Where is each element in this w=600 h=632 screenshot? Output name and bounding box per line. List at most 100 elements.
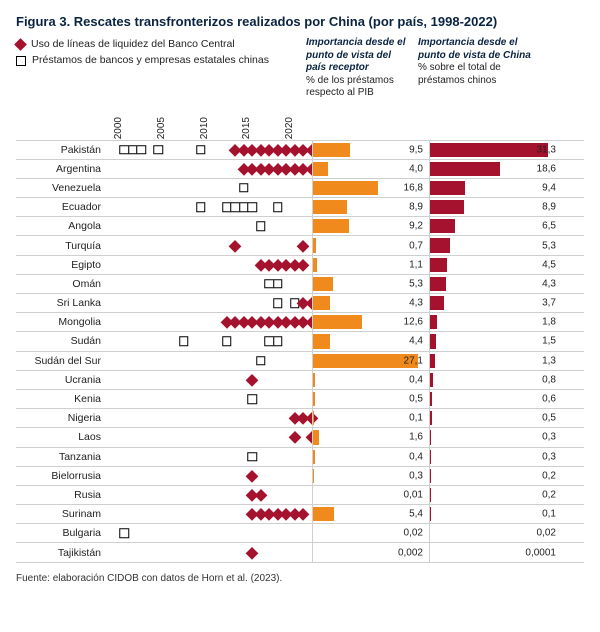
china-bar (430, 238, 450, 252)
country-label: Tanzania (16, 448, 107, 466)
year-label: 2010 (199, 117, 210, 139)
china-bar-cell: 1,8 (429, 313, 562, 331)
china-bar-cell: 5,3 (429, 236, 562, 254)
china-value: 4,5 (542, 259, 556, 270)
recipient-bar-cell: 4,4 (312, 332, 429, 350)
china-value: 31,3 (537, 144, 556, 155)
recipient-bar-cell: 27,1 (312, 352, 429, 370)
china-value: 1,3 (542, 355, 556, 366)
china-value: 1,8 (542, 317, 556, 328)
china-bar-cell: 0,02 (429, 524, 562, 542)
china-bar (430, 411, 432, 425)
marker-track (107, 217, 312, 235)
recipient-bar (313, 238, 316, 252)
square-icon (273, 337, 283, 347)
china-value: 0,1 (542, 509, 556, 520)
country-label: Sudán (16, 332, 107, 350)
recipient-bar (313, 162, 328, 176)
china-value: 0,2 (542, 489, 556, 500)
china-bar-cell: 0,3 (429, 428, 562, 446)
china-bar (430, 143, 548, 157)
recipient-value: 0,3 (409, 470, 423, 481)
legend-square-label: Préstamos de bancos y empresas estatales… (32, 53, 269, 69)
recipient-value: 1,6 (409, 432, 423, 443)
china-bar-cell: 4,3 (429, 275, 562, 293)
recipient-value: 5,3 (409, 278, 423, 289)
square-icon (247, 202, 257, 212)
marker-track (107, 332, 312, 350)
marker-track (107, 486, 312, 504)
year-label: 2020 (284, 117, 295, 139)
square-icon (179, 337, 189, 347)
recipient-value: 4,4 (409, 336, 423, 347)
country-label: Nigeria (16, 409, 107, 427)
marker-track (107, 409, 312, 427)
recipient-bar-cell: 0,01 (312, 486, 429, 504)
table-row: Sri Lanka4,33,7 (16, 293, 584, 312)
diamond-icon (299, 241, 308, 250)
table-row: Bielorrusia0,30,2 (16, 466, 584, 485)
recipient-bar (313, 200, 347, 214)
china-bar-cell: 31,3 (429, 141, 562, 159)
source-note: Fuente: elaboración CIDOB con datos de H… (16, 573, 584, 584)
recipient-bar-cell: 0,1 (312, 409, 429, 427)
table-row: Pakistán9,531,3 (16, 140, 584, 159)
china-bar (430, 354, 435, 368)
table-row: Kenia0,50,6 (16, 389, 584, 408)
table-row: Surinam5,40,1 (16, 504, 584, 523)
recipient-bar-cell: 0,3 (312, 467, 429, 485)
china-bar (430, 277, 446, 291)
figure-title: Figura 3. Rescates transfronterizos real… (16, 14, 584, 29)
marker-track (107, 294, 312, 312)
recipient-bar-cell: 0,002 (312, 543, 429, 561)
legend: Uso de líneas de liquidez del Banco Cent… (16, 37, 306, 69)
country-label: Rusia (16, 486, 107, 504)
china-bar (430, 200, 464, 214)
recipient-value: 0,5 (409, 394, 423, 405)
table-row: Venezuela16,89,4 (16, 178, 584, 197)
col2-title: Importancia desde el punto de vista de C… (418, 37, 540, 62)
table-row: Argentina4,018,6 (16, 159, 584, 178)
country-label: Bielorrusia (16, 467, 107, 485)
marker-track (107, 141, 312, 159)
data-rows: Pakistán9,531,3Argentina4,018,6Venezuela… (16, 140, 584, 563)
china-bar-cell: 0,5 (429, 409, 562, 427)
diamond-icon (248, 376, 257, 385)
recipient-value: 0,1 (409, 413, 423, 424)
recipient-bar (313, 469, 314, 483)
china-bar (430, 219, 455, 233)
china-bar-cell: 6,5 (429, 217, 562, 235)
diamond-icon (248, 472, 257, 481)
recipient-value: 0,002 (398, 547, 423, 558)
table-row: Ucrania0,40,8 (16, 370, 584, 389)
recipient-bar (313, 277, 333, 291)
col2-header: Importancia desde el punto de vista de C… (418, 37, 540, 100)
col1-sub: % de los préstamos respecto al PIB (306, 75, 412, 100)
marker-track (107, 160, 312, 178)
recipient-value: 9,2 (409, 221, 423, 232)
recipient-value: 27,1 (404, 355, 423, 366)
square-icon (273, 202, 283, 212)
column-headers: Importancia desde el punto de vista del … (306, 37, 584, 100)
diamond-icon (299, 260, 308, 269)
recipient-value: 0,01 (404, 489, 423, 500)
china-bar-cell: 0,6 (429, 390, 562, 408)
china-value: 0,8 (542, 374, 556, 385)
square-icon (222, 337, 232, 347)
col1-header: Importancia desde el punto de vista del … (306, 37, 412, 100)
marker-track (107, 543, 312, 561)
china-bar-cell: 0,0001 (429, 543, 562, 561)
china-bar (430, 469, 431, 483)
recipient-bar-cell: 9,5 (312, 141, 429, 159)
recipient-bar-cell: 9,2 (312, 217, 429, 235)
china-bar-cell: 0,3 (429, 448, 562, 466)
recipient-bar-cell: 4,3 (312, 294, 429, 312)
recipient-bar-cell: 0,4 (312, 371, 429, 389)
recipient-bar (313, 430, 319, 444)
recipient-bar (313, 219, 349, 233)
recipient-bar-cell: 5,4 (312, 505, 429, 523)
country-label: Venezuela (16, 179, 107, 197)
recipient-bar-cell: 0,7 (312, 236, 429, 254)
table-row: Tanzania0,40,3 (16, 447, 584, 466)
china-bar-cell: 0,8 (429, 371, 562, 389)
